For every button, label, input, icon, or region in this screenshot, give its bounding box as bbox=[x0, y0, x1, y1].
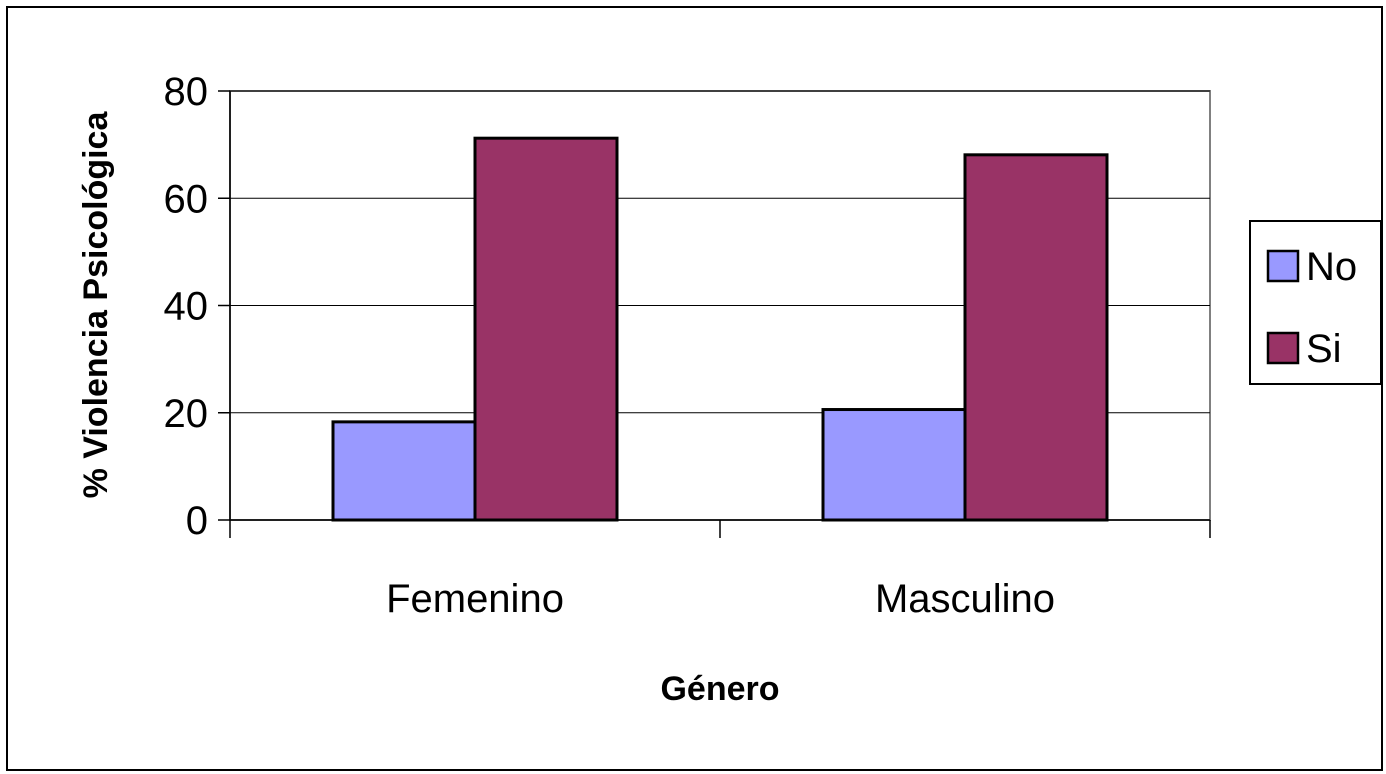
legend-swatch-no bbox=[1266, 249, 1300, 283]
x-axis-title: Género bbox=[660, 670, 779, 708]
bar-si-femenino bbox=[473, 136, 619, 522]
y-tick-label: 20 bbox=[164, 392, 209, 436]
axes: 0 20 40 60 80 Femenino Masculino bbox=[164, 70, 1211, 621]
bars bbox=[331, 136, 1109, 522]
bar-no-femenino bbox=[331, 420, 477, 522]
bar-no-masculino bbox=[821, 408, 967, 522]
legend-swatch-si bbox=[1266, 331, 1300, 365]
legend-label-no: No bbox=[1306, 245, 1357, 289]
y-tick-label: 0 bbox=[186, 499, 208, 543]
x-tick-label: Masculino bbox=[875, 577, 1055, 621]
legend-label-si: Si bbox=[1306, 327, 1342, 371]
y-tick-label: 40 bbox=[164, 285, 209, 329]
y-tick-label: 80 bbox=[164, 70, 209, 114]
y-axis-title: % Violencia Psicológica bbox=[77, 111, 115, 499]
x-tick-label: Femenino bbox=[386, 577, 564, 621]
legend: No Si bbox=[1249, 220, 1382, 385]
y-tick-label: 60 bbox=[164, 177, 209, 221]
bar-si-masculino bbox=[963, 153, 1109, 522]
